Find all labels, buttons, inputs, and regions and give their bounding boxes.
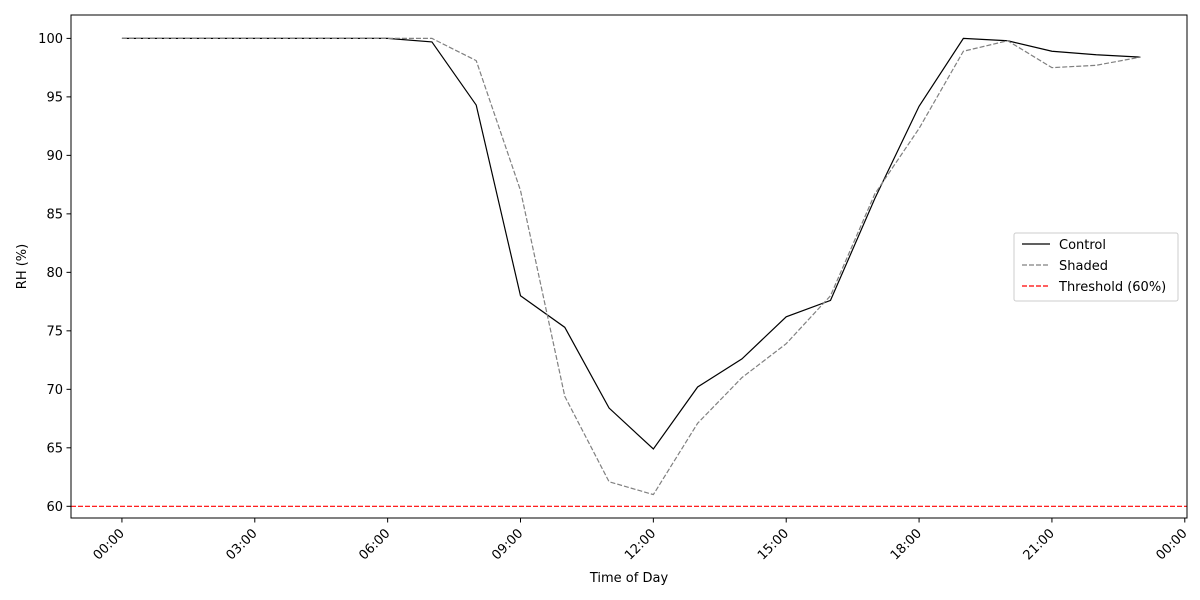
y-tick-label: 95: [46, 90, 63, 105]
legend-label-threshold: Threshold (60%): [1058, 280, 1166, 295]
y-tick-label: 70: [46, 383, 63, 398]
x-tick-label: 00:00: [1154, 526, 1191, 563]
y-tick-label: 80: [46, 266, 63, 281]
y-tick-label: 75: [46, 324, 63, 339]
plot-area-frame: [70, 14, 1188, 519]
y-tick-label: 100: [38, 32, 63, 47]
y-tick-label: 85: [46, 207, 63, 222]
x-tick-label: 12:00: [622, 526, 659, 563]
series-layer: [121, 37, 1141, 496]
legend-box: [1013, 232, 1179, 302]
series-line-shaded: [121, 37, 1141, 496]
series-line-control: [121, 37, 1141, 450]
x-tick-label: 09:00: [489, 526, 526, 563]
x-tick-label: 06:00: [356, 526, 393, 563]
legend-label-shaded: Shaded: [1059, 259, 1108, 274]
x-axis: 00:00 03:00 06:00 09:00 12:00 15:00 18:00 21:00…: [91, 518, 1191, 563]
x-axis-label: Time of Day: [589, 571, 669, 586]
x-tick-label: 21:00: [1021, 526, 1058, 563]
x-tick-label: 00:00: [91, 526, 128, 563]
y-tick-label: 90: [46, 149, 63, 164]
y-tick-label: 65: [46, 441, 63, 456]
x-tick-label: 18:00: [888, 526, 925, 563]
legend-label-control: Control: [1059, 238, 1106, 253]
y-axis-label: RH (%): [15, 244, 30, 289]
y-axis: 60 65 70 75 80 85 90 95 100: [38, 32, 71, 515]
legend: Control Shaded Threshold (60%): [1013, 232, 1179, 302]
x-tick-label: 15:00: [755, 526, 792, 563]
x-tick-label: 03:00: [224, 526, 261, 563]
y-tick-label: 60: [46, 500, 63, 515]
